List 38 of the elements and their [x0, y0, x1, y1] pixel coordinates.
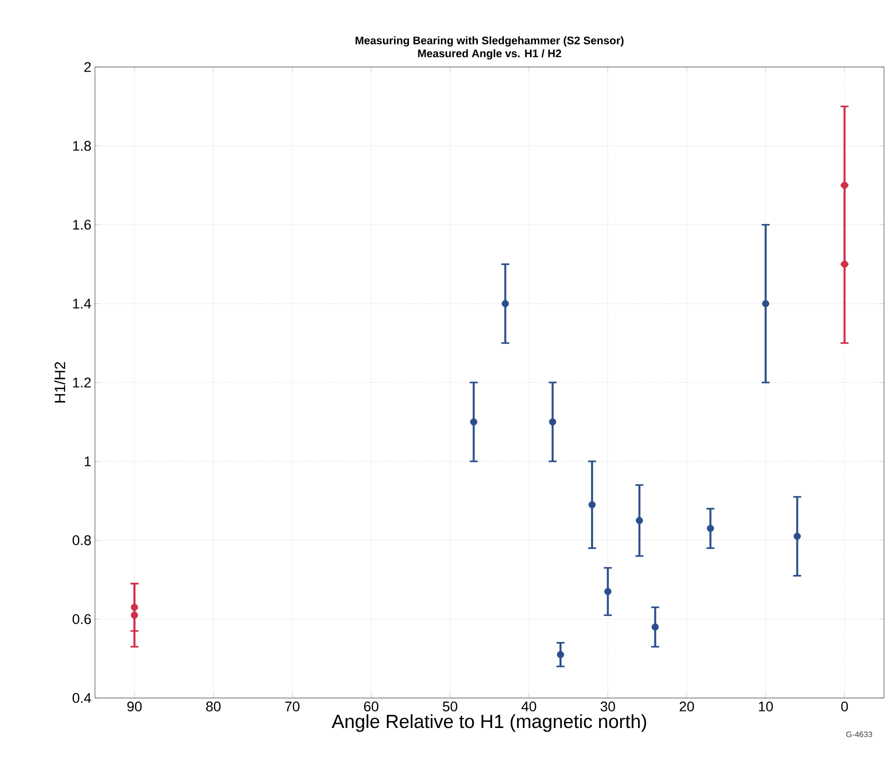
y-axis-title: H1/H2 [54, 362, 66, 402]
x-tick-label: 40 [522, 702, 536, 712]
y-tick-label: 0.6 [72, 614, 91, 624]
point [762, 300, 770, 308]
point [840, 182, 848, 189]
point [840, 260, 848, 268]
y-tick-label: 2 [84, 62, 91, 72]
point [549, 418, 556, 426]
y-tick-label: 1.4 [73, 298, 92, 308]
y-tick-label: 1.2 [73, 378, 91, 388]
x-tick-label: 80 [206, 702, 221, 712]
point [130, 604, 138, 611]
x-tick-label: 60 [364, 702, 378, 712]
chart-title: Measuring Bearing with Sledgehammer (S2 Sensor) [356, 36, 624, 47]
point [502, 300, 509, 308]
x-tick-label: 90 [127, 702, 142, 712]
point [130, 612, 138, 619]
y-tick-label: 1.6 [73, 220, 91, 230]
point [470, 418, 478, 426]
x-tick-label: 50 [442, 702, 458, 712]
point [652, 623, 659, 631]
y-tick-label: 0.8 [72, 535, 91, 546]
y-tick-label: 1.8 [73, 140, 91, 151]
point [604, 588, 612, 596]
x-tick-label: 0 [841, 702, 848, 712]
point [794, 532, 801, 540]
x-tick-label: 70 [285, 702, 300, 712]
x-axis-title: Angle Relative to H1 (magnetic north) [332, 714, 646, 732]
chart-subtitle: Measured Angle vs. H1 / H2 [418, 49, 562, 60]
point [556, 651, 564, 658]
y-tick-label: 0.4 [72, 693, 92, 703]
x-tick-label: 30 [600, 702, 616, 712]
point [588, 501, 596, 508]
y-tick-label: 1 [84, 456, 91, 466]
point [636, 516, 643, 524]
x-tick-label: 20 [680, 702, 694, 712]
x-tick-label: 10 [758, 702, 773, 712]
point [706, 524, 714, 532]
